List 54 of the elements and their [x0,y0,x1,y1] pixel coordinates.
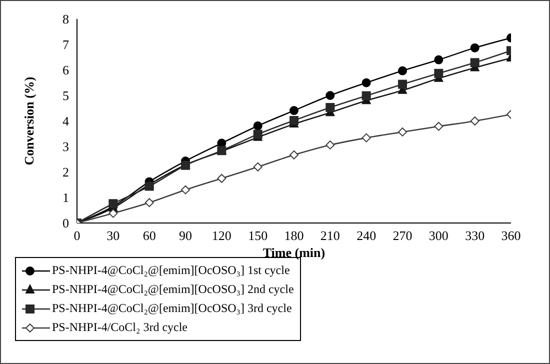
point [362,78,371,88]
x-tick-label: 30 [106,228,120,244]
y-tick-label: 7 [62,37,70,52]
point [434,122,444,131]
y-tick-label: 0 [62,216,69,231]
point [362,133,371,142]
point [290,116,298,125]
point [434,55,444,64]
y-tick-label: 8 [62,12,69,27]
y-tick-label: 2 [62,164,69,180]
y-tick-label: 6 [62,62,70,78]
x-tick-label: 90 [179,228,192,244]
point [434,68,444,78]
y-tick-label: 4 [62,114,70,129]
x-tick-label: 300 [428,228,448,244]
point [108,208,118,218]
point [217,174,226,183]
x-tick-label: 270 [392,228,412,244]
point [398,127,407,136]
point [181,185,190,194]
legend-label: PS-NHPI-4@CoCl₂@[emim][OcOSO₃] 2nd cycle [52,282,294,297]
legend-label: PS-NHPI-4@CoCl₂@[emim][OcOSO₃] 3rd cycle [52,301,292,316]
point [290,106,298,116]
point [398,66,407,76]
x-tick-label: 210 [320,228,340,244]
x-tick-label: 60 [142,228,156,244]
legend-label: PS-NHPI-4/CoCl₂ 3rd cycle [52,320,188,335]
x-tick-label: 240 [356,228,376,244]
x-tick-label: 330 [465,228,485,244]
point [253,162,262,172]
x-tick-label: 180 [284,228,304,244]
legend-label: PS-NHPI-4@CoCl₂@[emim][OcOSO₃] 1st cycle [52,263,290,278]
point [326,140,335,150]
point [144,198,154,208]
point [398,80,407,89]
y-tick-label: 3 [62,139,69,154]
point [253,121,262,130]
x-tick-label: 360 [501,228,521,244]
x-tick-label: 120 [212,228,232,244]
x-axis-title: Time (min) [262,245,326,260]
point [290,150,298,160]
y-axis-title: Conversion (%) [22,76,37,166]
point [326,102,335,112]
y-tick-label: 1 [62,190,69,206]
point [326,91,335,100]
point [144,182,154,191]
point [470,116,480,126]
point [470,58,480,68]
point [470,43,480,52]
x-tick-label: 0 [74,228,80,244]
x-tick-label: 150 [248,228,268,244]
point [108,199,118,208]
point [362,91,371,100]
y-tick-label: 5 [62,88,69,104]
